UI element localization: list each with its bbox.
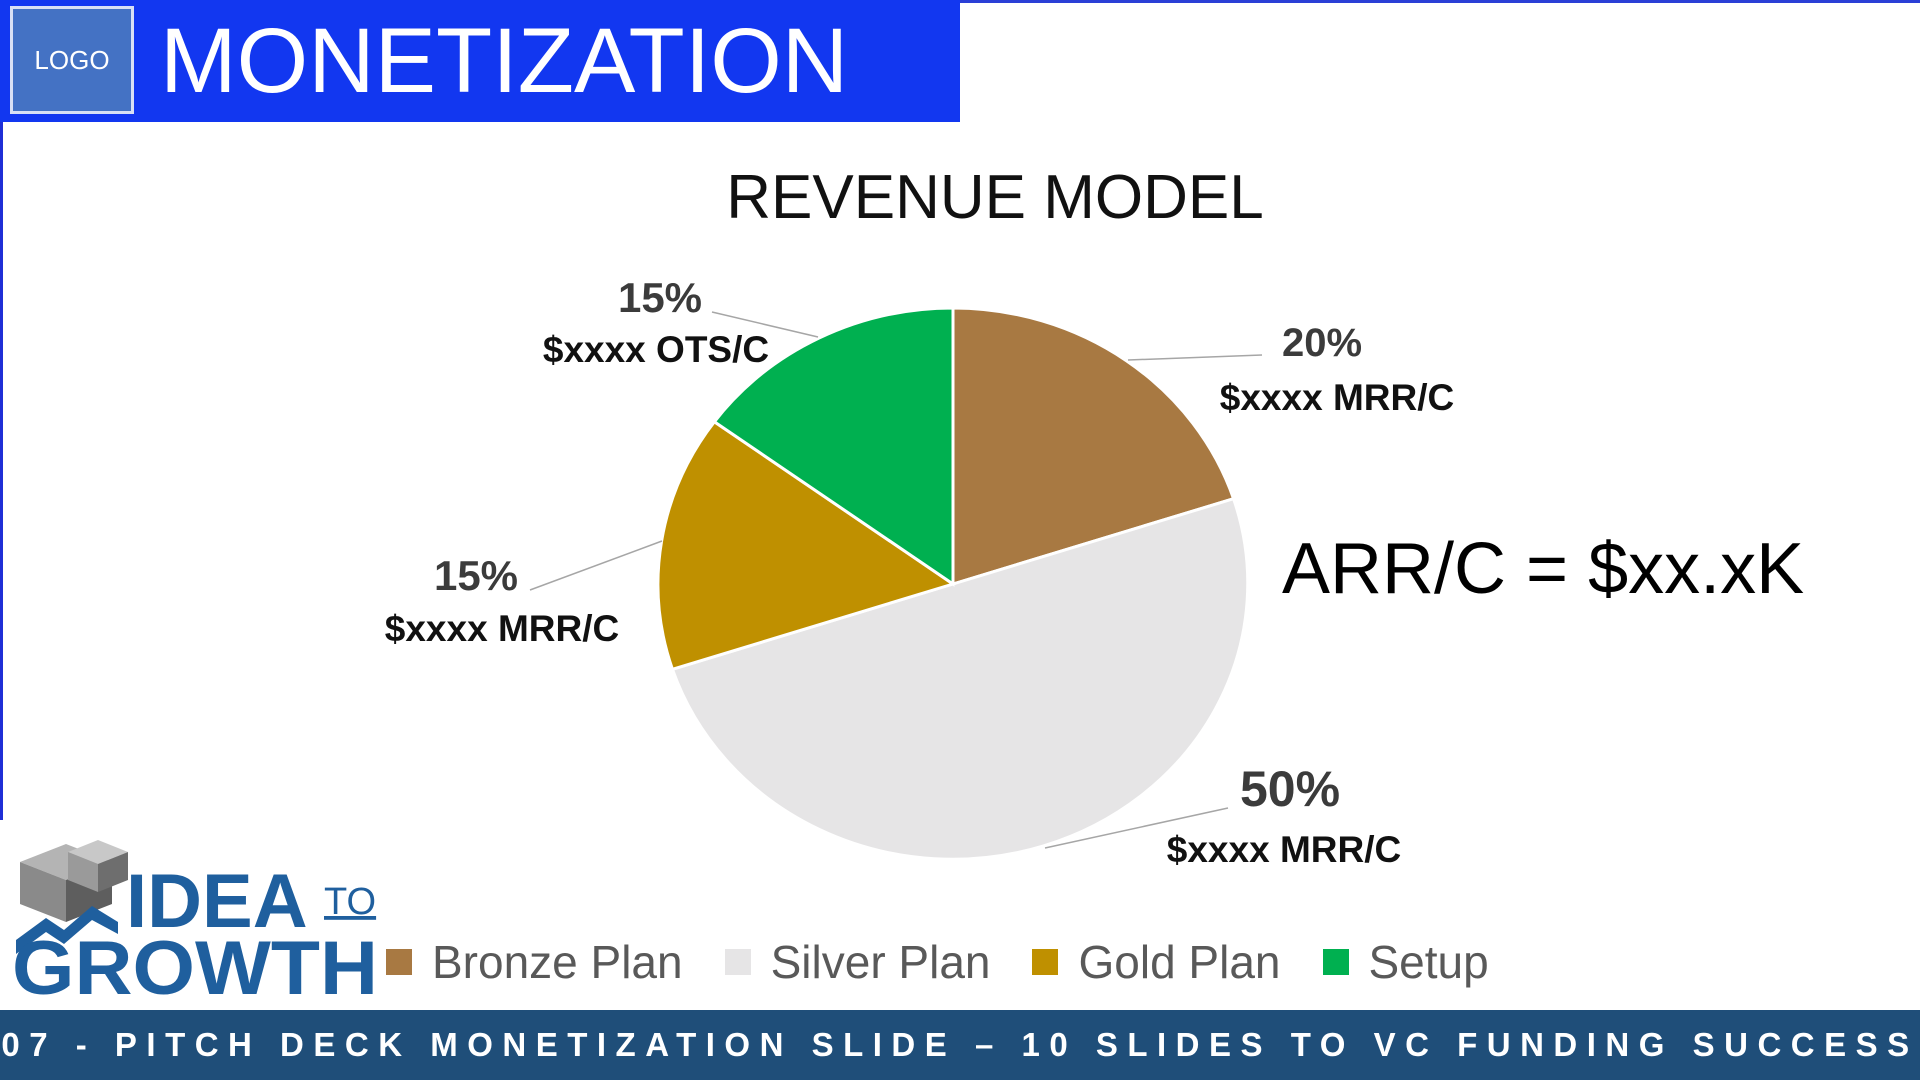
brand-word-growth: GROWTH: [12, 926, 378, 1002]
legend-label-setup: Setup: [1368, 936, 1489, 988]
leader-line-setup: [711, 311, 819, 338]
legend-swatch-setup: [1322, 949, 1349, 975]
data-label-percent-bronze: 20%: [1282, 321, 1362, 365]
arr-annotation: ARR/C = $xx.xK: [1282, 529, 1805, 609]
slide-left-border: [0, 0, 3, 820]
slide-top-border: [0, 0, 1920, 3]
data-label-value-gold: $xxxx MRR/C: [385, 608, 619, 649]
legend-swatch-gold: [1032, 949, 1059, 975]
legend-item-setup: Setup: [1322, 935, 1489, 989]
legend-item-bronze: Bronze Plan: [386, 935, 683, 989]
data-label-percent-silver: 50%: [1240, 761, 1340, 817]
footer-bar: 07 - PITCH DECK MONETIZATION SLIDE – 10 …: [0, 1010, 1920, 1080]
data-label-value-silver: $xxxx MRR/C: [1167, 829, 1401, 870]
data-label-value-bronze: $xxxx MRR/C: [1220, 377, 1454, 418]
legend-swatch-silver: [724, 949, 751, 975]
chart-title: REVENUE MODEL: [726, 163, 1264, 232]
legend-item-silver: Silver Plan: [724, 935, 991, 989]
brand-word-idea: IDEA: [126, 859, 308, 944]
leader-line-silver: [1044, 807, 1229, 849]
legend-item-gold: Gold Plan: [1032, 935, 1281, 989]
idea-to-growth-logo: IDEA TO GROWTH: [12, 840, 378, 1002]
footer-caption: 07 - PITCH DECK MONETIZATION SLIDE – 10 …: [1, 1026, 1919, 1063]
chart-legend: Bronze Plan Silver Plan Gold Plan Setup: [386, 935, 1531, 989]
pie-slice-silver: [670, 496, 1250, 861]
brand-cube-icon: [16, 840, 128, 954]
data-label-percent-gold: 15%: [434, 552, 518, 599]
logo-label: LOGO: [34, 44, 110, 75]
pie-chart: 20% $xxxx MRR/C 50% $xxxx MRR/C 15% $xxxx MRR…: [385, 274, 1454, 870]
leader-line-bronze: [1127, 354, 1263, 361]
header-bar: LOGO MONETIZATION: [0, 0, 960, 122]
legend-swatch-bronze: [386, 949, 412, 975]
leader-line-gold: [529, 540, 663, 591]
pie-slice-bronze: [951, 306, 1236, 587]
brand-word-to: TO: [324, 881, 376, 923]
legend-label-silver: Silver Plan: [770, 936, 991, 988]
legend-label-bronze: Bronze Plan: [432, 936, 683, 988]
data-label-value-setup: $xxxx OTS/C: [543, 329, 769, 370]
data-label-percent-setup: 15%: [618, 274, 702, 321]
legend-label-gold: Gold Plan: [1078, 936, 1281, 988]
logo-placeholder: LOGO: [10, 6, 134, 114]
pie-slice-setup: [712, 306, 955, 587]
slide-title: MONETIZATION: [160, 10, 849, 112]
